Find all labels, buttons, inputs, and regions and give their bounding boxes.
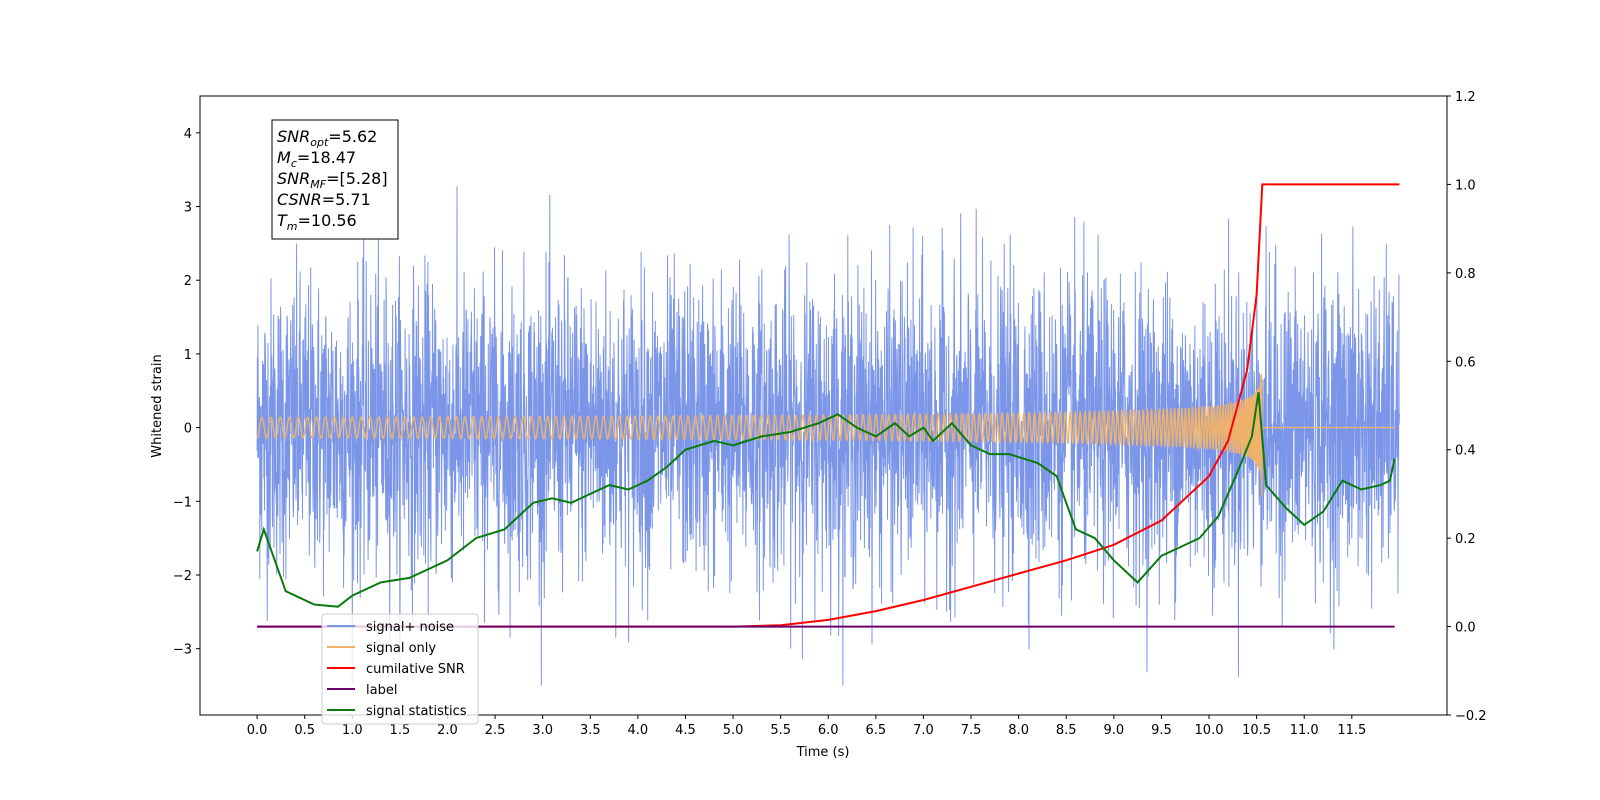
- legend-label: cumilative SNR: [366, 662, 465, 677]
- x-tick-label: 8.0: [1008, 723, 1029, 738]
- x-tick-label: 10.5: [1242, 723, 1271, 738]
- y2-tick-label: −0.2: [1455, 709, 1487, 724]
- series-cumilative-snr: [257, 183, 1400, 628]
- legend-label: signal statistics: [366, 704, 467, 719]
- axes-frame: [199, 95, 1448, 716]
- y2-tick-label: 0.2: [1455, 532, 1476, 547]
- legend-label: signal+ noise: [366, 620, 454, 635]
- x-tick-label: 7.5: [961, 723, 982, 738]
- x-axis: 0.0 0.5 1.0 1.5 2.0 2.5 3.0 3.5 4.0 4.5 5.0 5.5 6.0 6…: [247, 715, 1366, 738]
- y2-tick-label: 0.0: [1455, 621, 1476, 636]
- x-tick-label: 9.0: [1103, 723, 1124, 738]
- y2-tick-label: 1.0: [1455, 178, 1476, 193]
- x-tick-label: 9.5: [1151, 723, 1172, 738]
- x-tick-label: 1.0: [342, 723, 363, 738]
- x-tick-label: 5.5: [770, 723, 791, 738]
- y-tick-label: 2: [184, 274, 192, 289]
- info-box-line: CSNR=5.71: [277, 190, 371, 209]
- legend-frame: [321, 613, 479, 725]
- y-tick-label: −3: [173, 643, 192, 658]
- y2-tick-label: 0.4: [1455, 444, 1476, 459]
- x-tick-label: 4.5: [675, 723, 696, 738]
- x-tick-label: 11.5: [1337, 723, 1366, 738]
- x-tick-label: 1.5: [390, 723, 411, 738]
- y-tick-label: 1: [184, 348, 192, 363]
- legend-label: signal only: [366, 641, 436, 656]
- x-tick-label: 0.5: [294, 723, 315, 738]
- info-box-line: SNRopt=5.62: [277, 127, 377, 149]
- x-tick-label: 6.5: [866, 723, 887, 738]
- x-tick-label: 8.5: [1056, 723, 1077, 738]
- series-signal-statistics: [256, 392, 1396, 608]
- x-tick-label: 2.5: [485, 723, 506, 738]
- info-box-frame: [271, 119, 399, 240]
- series-signal-only: [256, 373, 1395, 497]
- y-tick-label: 0: [184, 422, 192, 437]
- info-box: SNRopt=5.62Mc=18.47SNRMF=[5.28]CSNR=5.71…: [271, 119, 399, 240]
- y-axis-left: 4 3 2 1 0 −1 −2 −3: [173, 127, 200, 658]
- y-axis-right: 1.2 1.0 0.8 0.6 0.4 0.2 0.0 −0.2: [1447, 90, 1487, 724]
- x-tick-label: 5.0: [723, 723, 744, 738]
- y2-tick-label: 0.8: [1455, 267, 1476, 282]
- x-axis-label: Time (s): [796, 745, 850, 760]
- info-box-line: Tm=10.56: [277, 211, 357, 233]
- legend-label: label: [366, 683, 397, 698]
- x-tick-label: 7.0: [913, 723, 934, 738]
- x-tick-label: 11.0: [1290, 723, 1319, 738]
- legend: signal+ noise signal only cumilative SNR la…: [321, 613, 479, 725]
- y-tick-label: 4: [184, 127, 192, 142]
- x-tick-label: 2.0: [437, 723, 458, 738]
- info-box-line: Mc=18.47: [277, 148, 356, 170]
- x-tick-label: 3.5: [580, 723, 601, 738]
- y-tick-label: 3: [184, 201, 192, 216]
- y-tick-label: −2: [173, 569, 192, 584]
- y2-tick-label: 1.2: [1455, 90, 1476, 105]
- info-box-line: SNRMF=[5.28]: [277, 169, 388, 191]
- x-tick-label: 0.0: [247, 723, 268, 738]
- y-tick-label: −1: [173, 495, 192, 510]
- x-tick-label: 3.0: [532, 723, 553, 738]
- x-tick-label: 4.0: [628, 723, 649, 738]
- x-tick-label: 10.0: [1195, 723, 1224, 738]
- x-tick-label: 6.0: [818, 723, 839, 738]
- y-axis-label: Whitened strain: [150, 354, 165, 457]
- y2-tick-label: 0.6: [1455, 355, 1476, 370]
